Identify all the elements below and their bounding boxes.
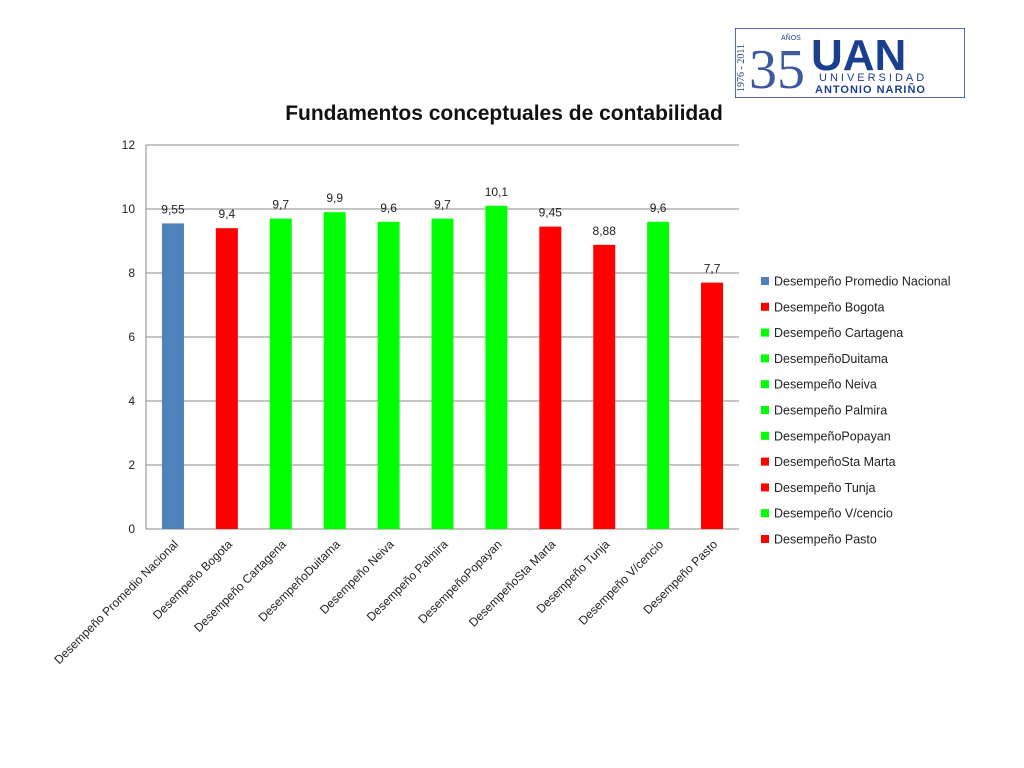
- data-label: 9,6: [650, 201, 667, 215]
- bar: [269, 218, 292, 529]
- legend: Desempeño Promedio Nacional Desempeño Bog…: [761, 275, 950, 547]
- university-logo: 1976 - 2011 35 AÑOS UAN UNIVERSIDAD ANTO…: [735, 28, 965, 98]
- bar: [701, 282, 724, 529]
- bar: [215, 228, 238, 529]
- bar: [647, 221, 670, 530]
- y-tick-label: 2: [128, 458, 135, 472]
- legend-swatch: [761, 328, 769, 337]
- category-label: Desempeño Cartagena: [191, 537, 289, 635]
- bar: [539, 226, 562, 529]
- legend-swatch: [761, 277, 769, 285]
- legend-label: Desempeño Palmira: [774, 404, 887, 418]
- legend-label: Desempeño V/cencio: [774, 507, 893, 521]
- data-label: 9,4: [219, 207, 236, 221]
- legend-label: Desempeño Cartagena: [774, 326, 903, 340]
- bar: [485, 205, 508, 530]
- legend-swatch: [761, 483, 769, 492]
- data-label: 9,45: [539, 206, 563, 220]
- data-label: 9,55: [161, 202, 185, 216]
- legend-label: Desempeño Pasto: [774, 533, 877, 547]
- logo-years-text: 1976 - 2011: [736, 44, 747, 92]
- legend-swatch: [761, 380, 769, 389]
- logo-acronym-text: UAN: [811, 31, 906, 80]
- legend-label: DesempeñoSta Marta: [774, 455, 896, 469]
- logo-frame: [735, 28, 965, 98]
- y-tick-label: 12: [122, 138, 136, 152]
- data-label: 9,7: [272, 198, 289, 212]
- legend-label: DesempeñoPopayan: [774, 429, 891, 443]
- bar: [377, 221, 400, 530]
- legend-swatch: [761, 509, 769, 518]
- data-label: 7,7: [704, 262, 721, 276]
- legend-swatch: [761, 535, 769, 543]
- logo-number-text: 35: [749, 39, 805, 98]
- bars: [161, 205, 724, 530]
- y-tick-label: 0: [128, 522, 135, 536]
- legend-swatch: [761, 354, 769, 363]
- legend-label: Desempeño Bogota: [774, 300, 885, 314]
- legend-swatch: [761, 431, 769, 440]
- logo-line2-text: ANTONIO NARIÑO: [815, 83, 926, 96]
- legend-swatch: [761, 406, 769, 414]
- data-label: 9,6: [380, 201, 397, 215]
- data-label: 10,1: [485, 185, 509, 199]
- legend-swatch: [761, 457, 769, 466]
- data-labels: 9,55 9,4 9,7 9,9 9,6 9,7 10,1 9,45 8,88 9,6 7,7: [161, 185, 720, 276]
- data-label: 8,88: [593, 224, 617, 238]
- bar: [431, 218, 454, 529]
- y-tick-label: 8: [128, 266, 135, 280]
- y-axis-ticks: 0 2 4 6 8 10 12: [122, 138, 136, 536]
- bar: [161, 223, 184, 529]
- legend-label: DesempeñoDuitama: [774, 352, 888, 366]
- y-tick-label: 4: [128, 394, 135, 408]
- bar: [323, 212, 346, 529]
- data-label: 9,9: [326, 191, 343, 205]
- legend-label: Desempeño Promedio Nacional: [774, 275, 950, 289]
- bar: [593, 244, 616, 529]
- y-tick-label: 10: [122, 202, 136, 216]
- chart-title: Fundamentos conceptuales de contabilidad: [285, 102, 723, 125]
- legend-label: Desempeño Tunja: [774, 481, 876, 495]
- y-tick-label: 6: [128, 330, 135, 344]
- legend-swatch: [761, 302, 769, 311]
- legend-label: Desempeño Neiva: [774, 378, 877, 392]
- data-label: 9,7: [434, 198, 451, 212]
- logo-anos-text: AÑOS: [781, 33, 801, 42]
- logo-line1-text: UNIVERSIDAD: [819, 72, 927, 84]
